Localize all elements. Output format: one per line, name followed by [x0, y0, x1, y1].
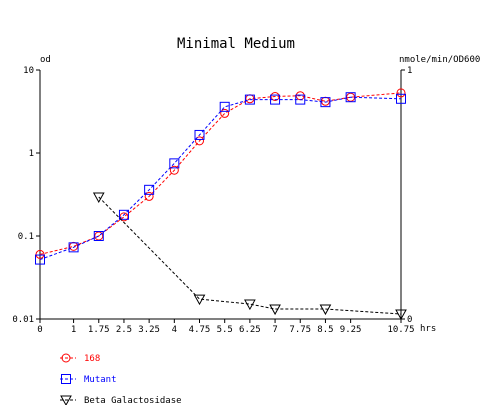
right-y-ticks: 10 — [401, 66, 412, 325]
legend: 168 Mutant Beta Galactosidase — [60, 353, 182, 405]
data-point-mutant — [345, 92, 356, 103]
data-point-mutant — [270, 94, 281, 105]
left-axis-label: od — [40, 55, 51, 65]
x-tick-label: 1 — [71, 325, 76, 335]
legend-label-beta-galactosidase: Beta Galactosidase — [84, 396, 182, 405]
left-y-tick-label: 1 — [29, 149, 34, 159]
data-point-mutant — [35, 254, 45, 265]
data-point-beta-galactosidase — [92, 192, 105, 204]
x-tick-label: 7 — [272, 325, 277, 335]
data-point-mutant — [320, 97, 331, 108]
x-tick-label: 7.75 — [289, 325, 311, 335]
x-tick-label: 4 — [172, 325, 177, 335]
x-tick-label: 6.25 — [239, 325, 261, 335]
data-point-168 — [144, 191, 154, 201]
left-y-tick-label: 0.1 — [18, 232, 34, 242]
data-point-168 — [220, 108, 230, 118]
series-layer — [35, 88, 407, 321]
data-point-mutant — [244, 94, 255, 105]
data-point-mutant — [169, 158, 180, 169]
data-point-beta-galactosidase — [244, 299, 256, 311]
data-point-168 — [195, 136, 205, 146]
x-tick-label: 9.25 — [340, 325, 362, 335]
right-y-tick-label: 1 — [407, 66, 412, 76]
legend-marker-168 — [61, 353, 71, 363]
left-y-tick-label: 0.01 — [12, 315, 34, 325]
chart-title: Minimal Medium — [177, 36, 295, 52]
x-tick-label: 8.5 — [317, 325, 333, 335]
data-point-mutant — [93, 231, 104, 241]
legend-marker-mutant — [61, 374, 71, 384]
x-tick-label: 10.75 — [387, 325, 414, 335]
data-point-mutant — [118, 209, 129, 220]
series-line-beta-galactosidase — [98, 196, 402, 315]
left-y-ticks: 10 1 0.1 0.01 — [12, 66, 40, 325]
data-point-mutant — [396, 93, 406, 104]
data-point-mutant — [295, 94, 306, 105]
data-point-mutant — [219, 101, 230, 112]
data-point-beta-galactosidase — [269, 304, 281, 316]
right-y-tick-label: 0 — [407, 315, 412, 325]
data-point-beta-galactosidase — [193, 294, 206, 306]
legend-label-mutant: Mutant — [84, 375, 117, 385]
right-axis-label: nmole/min/OD600 — [399, 55, 480, 65]
legend-marker-beta-galactosidase — [60, 395, 72, 405]
x-tick-label: 0 — [37, 325, 42, 335]
data-point-168 — [69, 241, 79, 251]
data-point-168 — [169, 165, 179, 175]
data-point-168 — [396, 88, 406, 98]
series-line-168 — [39, 92, 402, 255]
x-tick-label: 2.5 — [116, 325, 132, 335]
x-tick-label: 5.5 — [217, 325, 233, 335]
x-unit-label: hrs — [420, 324, 436, 334]
data-point-mutant — [194, 129, 205, 140]
x-ticks: 0 1 1.75 2.5 3.25 4 4.75 5.5 6.25 7 7.75 8.5 9.25 10.… — [37, 319, 415, 335]
x-tick-label: 3.25 — [138, 325, 160, 335]
data-point-mutant — [144, 184, 155, 195]
data-point-beta-galactosidase — [395, 309, 407, 321]
legend-label-168: 168 — [84, 354, 100, 364]
x-tick-label: 1.75 — [88, 325, 110, 335]
data-point-168 — [35, 249, 45, 259]
left-y-tick-label: 10 — [23, 66, 34, 76]
data-point-beta-galactosidase — [319, 304, 332, 316]
data-point-mutant — [68, 242, 79, 253]
x-tick-label: 4.75 — [189, 325, 211, 335]
